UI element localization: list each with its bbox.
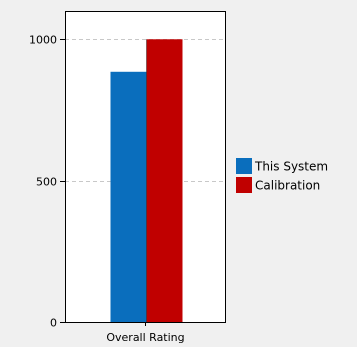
x-tick-label: Overall Rating	[106, 331, 184, 344]
axes: Overall Rating 0 500 1000	[29, 11, 226, 344]
legend-label-calibration: Calibration	[255, 179, 320, 193]
bar-calibration-overall-rating	[146, 39, 183, 322]
y-tick-label: 0	[50, 317, 57, 330]
bars	[110, 39, 183, 322]
legend-swatch-calibration	[236, 177, 252, 193]
legend-swatch-this-system	[236, 158, 252, 174]
legend: This System Calibration	[236, 158, 328, 193]
bar-this-system-overall-rating	[110, 71, 147, 322]
plot-frame	[65, 11, 226, 323]
legend-label-this-system: This System	[254, 160, 328, 174]
y-tick-label: 500	[36, 176, 57, 189]
y-tick-label: 1000	[29, 34, 57, 47]
